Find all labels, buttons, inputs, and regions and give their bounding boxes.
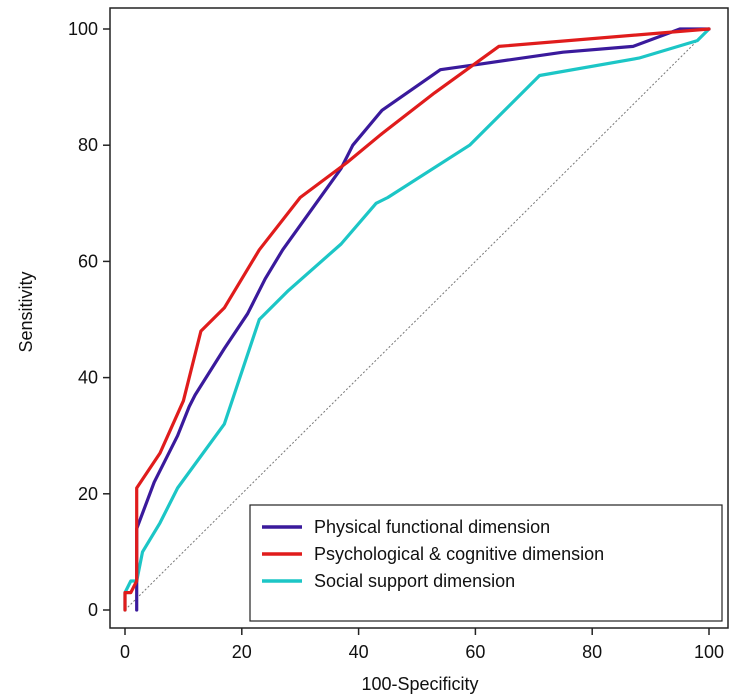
legend-label: Social support dimension xyxy=(314,571,515,591)
series-line-2 xyxy=(123,27,711,612)
series-line-1 xyxy=(135,27,711,612)
x-tick-label: 40 xyxy=(349,642,369,662)
x-tick-label: 60 xyxy=(465,642,485,662)
y-tick-label: 60 xyxy=(78,251,98,271)
x-tick-label: 80 xyxy=(582,642,602,662)
y-tick-label: 0 xyxy=(88,600,98,620)
axis-ticks: 0 20 40 60 80 100 0 20 40 60 80 100 xyxy=(68,19,724,662)
x-tick-label: 100 xyxy=(694,642,724,662)
legend: Physical functional dimension Psychologic… xyxy=(249,504,723,622)
plot-area xyxy=(109,7,729,629)
x-tick-label: 0 xyxy=(120,642,130,662)
legend-box xyxy=(249,504,723,622)
series-lines xyxy=(123,27,711,612)
y-tick-label: 100 xyxy=(68,19,98,39)
y-tick-label: 20 xyxy=(78,484,98,504)
y-axis-title: Sensitivity xyxy=(16,271,36,352)
plot-frame xyxy=(109,7,729,629)
legend-label: Physical functional dimension xyxy=(314,517,550,537)
y-tick-label: 80 xyxy=(78,135,98,155)
x-axis-title: 100-Specificity xyxy=(361,674,478,694)
x-tick-label: 20 xyxy=(232,642,252,662)
y-tick-label: 40 xyxy=(78,368,98,388)
reference-diagonal xyxy=(124,28,710,611)
diagonal-line xyxy=(124,28,710,611)
legend-label: Psychological & cognitive dimension xyxy=(314,544,604,564)
